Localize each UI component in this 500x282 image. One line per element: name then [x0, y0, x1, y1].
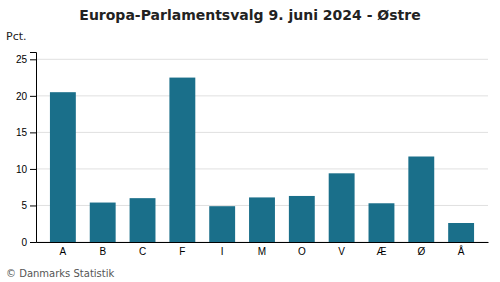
- bar: [249, 197, 275, 242]
- x-tick-label: I: [221, 246, 224, 257]
- grid-line: [36, 59, 488, 60]
- plot: 0 5 10 15 20 25 A B C F I M O V Æ Ø Å Pct.: [6, 30, 489, 257]
- x-tick: I: [221, 246, 224, 257]
- bar: [50, 92, 76, 242]
- x-tick-label: C: [139, 246, 146, 257]
- x-tick: C: [139, 246, 146, 257]
- x-tick-label: B: [99, 246, 106, 257]
- x-tick: B: [99, 246, 106, 257]
- x-tick: F: [179, 246, 185, 257]
- bar: [209, 206, 235, 242]
- y-tick-label: 15: [16, 127, 28, 138]
- x-tick-label: V: [338, 246, 345, 257]
- bar: [130, 198, 156, 242]
- x-axis-line: [37, 242, 489, 243]
- y-tick-mark: [30, 96, 36, 97]
- y-tick-label: 0: [21, 237, 27, 248]
- x-tick-label: Æ: [376, 246, 386, 257]
- x-tick: A: [60, 246, 67, 257]
- chart: Europa-Parlamentsvalg 9. juni 2024 - Øst…: [0, 0, 500, 282]
- x-tick-label: F: [179, 246, 185, 257]
- y-tick-label: 10: [16, 164, 28, 175]
- bar: [90, 203, 116, 242]
- y-tick: 15: [16, 127, 36, 138]
- y-tick: 10: [16, 164, 36, 175]
- y-tick-mark: [30, 242, 36, 243]
- bars: [50, 78, 474, 242]
- y-tick: 25: [16, 54, 36, 65]
- grid-line: [36, 132, 488, 133]
- y-tick: 20: [16, 91, 36, 102]
- y-tick-label: 25: [16, 54, 28, 65]
- y-tick-mark: [30, 59, 36, 60]
- y-tick-mark: [30, 205, 36, 206]
- y-tick: 5: [21, 200, 36, 211]
- y-label: Pct.: [6, 30, 27, 43]
- bar: [448, 223, 474, 242]
- x-axis: ABCFIMOVÆØÅ: [37, 243, 489, 258]
- title: Europa-Parlamentsvalg 9. juni 2024 - Øst…: [79, 7, 420, 23]
- grid: [36, 59, 488, 242]
- x-tick: O: [298, 246, 306, 257]
- footer: © Danmarks Statistik: [6, 268, 115, 279]
- x-tick: M: [258, 246, 266, 257]
- bar: [329, 173, 355, 242]
- x-tick-label: O: [298, 246, 306, 257]
- y-tick-mark: [30, 169, 36, 170]
- x-tick: V: [338, 246, 345, 257]
- y-tick-label: 5: [21, 200, 27, 211]
- bar: [289, 196, 315, 242]
- x-tick-label: Ø: [417, 246, 425, 257]
- x-tick: Æ: [376, 246, 386, 257]
- x-tick-label: Å: [458, 245, 465, 257]
- y-tick: 0: [21, 237, 36, 248]
- x-tick: Å: [458, 245, 465, 257]
- grid-line: [36, 95, 488, 96]
- x-tick-label: M: [258, 246, 266, 257]
- y-axis: 0 5 10 15 20 25: [16, 53, 37, 248]
- x-tick-label: A: [60, 246, 67, 257]
- bar: [169, 78, 195, 242]
- bar: [408, 157, 434, 243]
- y-axis-line: [30, 53, 37, 243]
- y-tick-mark: [30, 132, 36, 133]
- bar: [369, 203, 395, 242]
- x-tick: Ø: [417, 246, 425, 257]
- y-tick-label: 20: [16, 91, 28, 102]
